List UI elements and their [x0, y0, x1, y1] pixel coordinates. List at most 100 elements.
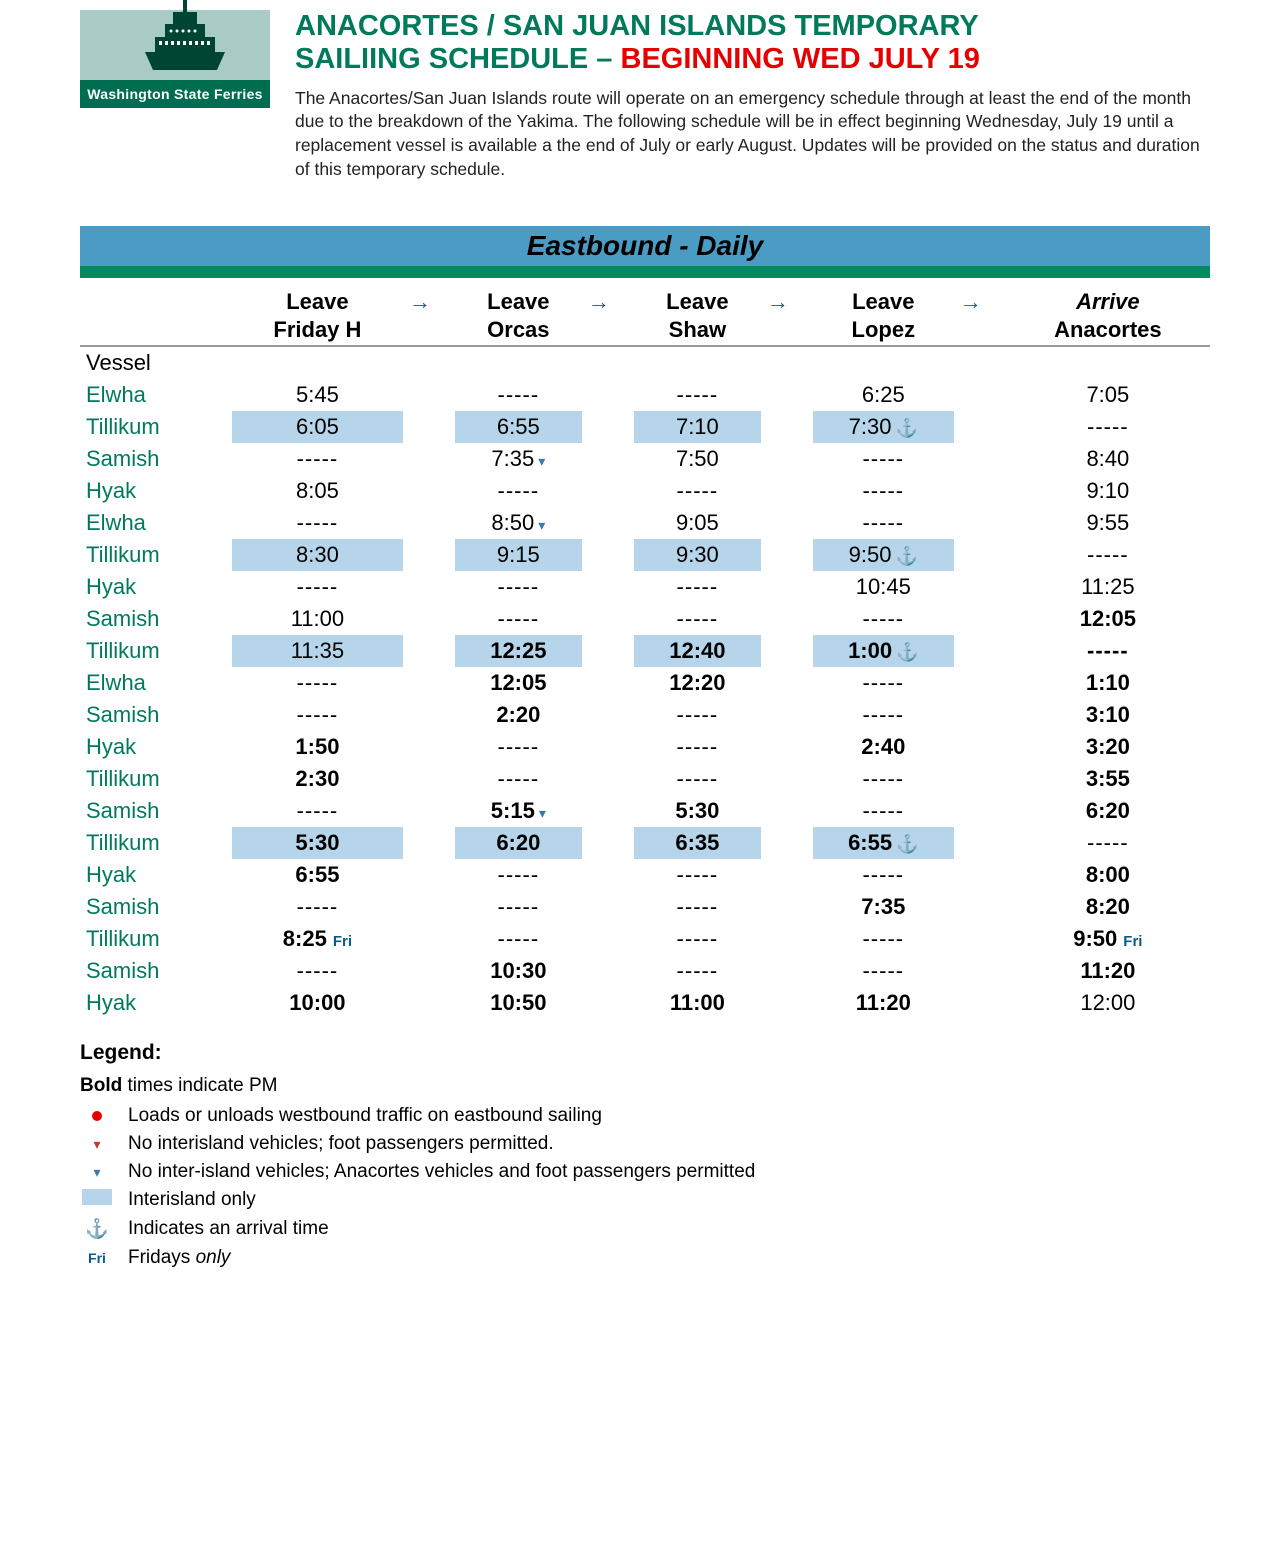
- vessel-name: Samish: [80, 955, 232, 987]
- schedule-row: Samish-----2:20----------3:10: [80, 699, 1210, 731]
- legend-symbol: [80, 1189, 114, 1211]
- vessel-name: Samish: [80, 891, 232, 923]
- empty-cell: -----: [634, 603, 761, 635]
- time-cell: 3:55: [1006, 763, 1210, 795]
- vessel-name: Tillikum: [80, 763, 232, 795]
- schedule-row: Hyak10:0010:5011:0011:2012:00: [80, 987, 1210, 1019]
- time-cell: 6:20: [455, 827, 582, 859]
- time-cell: 5:45: [232, 379, 403, 411]
- legend-symbol: [80, 1105, 114, 1127]
- schedule-row: Samish---------------7:358:20: [80, 891, 1210, 923]
- schedule-row: Tillikum8:25Fri---------------9:50Fri: [80, 923, 1210, 955]
- vessel-name: Samish: [80, 443, 232, 475]
- empty-cell: -----: [813, 923, 954, 955]
- vessel-name: Samish: [80, 795, 232, 827]
- empty-cell: -----: [813, 475, 954, 507]
- legend-title: Legend:: [80, 1041, 1210, 1065]
- time-cell: 7:05: [1006, 379, 1210, 411]
- empty-cell: -----: [634, 891, 761, 923]
- time-cell: 8:05: [232, 475, 403, 507]
- friday-tag: Fri: [1117, 933, 1142, 950]
- vessel-name: Tillikum: [80, 827, 232, 859]
- vessel-name: Samish: [80, 699, 232, 731]
- empty-cell: -----: [813, 763, 954, 795]
- time-cell: 8:30: [232, 539, 403, 571]
- arrow-icon: →: [954, 286, 1006, 346]
- schedule-row: Hyak---------------10:4511:25: [80, 571, 1210, 603]
- title-line-2b: BEGINNING WED JULY 19: [621, 43, 980, 75]
- empty-cell: -----: [232, 507, 403, 539]
- time-cell: 9:15: [455, 539, 582, 571]
- title-line-1: ANACORTES / SAN JUAN ISLANDS TEMPORARY: [295, 10, 979, 42]
- vessel-name: Hyak: [80, 475, 232, 507]
- empty-cell: -----: [813, 603, 954, 635]
- schedule-row: Tillikum8:309:159:309:50⚓-----: [80, 539, 1210, 571]
- schedule-table: LeaveFriday H→LeaveOrcas→LeaveShaw→Leave…: [80, 286, 1210, 1019]
- empty-cell: -----: [232, 667, 403, 699]
- legend: Legend: Bold times indicate PM Loads or …: [80, 1041, 1210, 1269]
- empty-cell: -----: [813, 859, 954, 891]
- empty-cell: -----: [455, 923, 582, 955]
- time-cell: 3:20: [1006, 731, 1210, 763]
- legend-text: No inter-island vehicles; Anacortes vehi…: [128, 1161, 755, 1183]
- time-cell: 5:30: [634, 795, 761, 827]
- empty-cell: -----: [813, 795, 954, 827]
- time-cell: 6:35: [634, 827, 761, 859]
- time-cell: 1:00⚓: [813, 635, 954, 667]
- time-cell: 2:20: [455, 699, 582, 731]
- empty-cell: -----: [455, 475, 582, 507]
- schedule-row: Samish-----7:35▾7:50-----8:40: [80, 443, 1210, 475]
- time-cell: 7:30⚓: [813, 411, 954, 443]
- time-cell: 9:50Fri: [1006, 923, 1210, 955]
- empty-cell: -----: [455, 891, 582, 923]
- empty-cell: -----: [1006, 539, 1210, 571]
- empty-cell: -----: [634, 763, 761, 795]
- time-cell: 12:05: [1006, 603, 1210, 635]
- time-cell: 9:10: [1006, 475, 1210, 507]
- table-header: LeaveFriday H→LeaveOrcas→LeaveShaw→Leave…: [80, 286, 1210, 346]
- vessel-column-label: Vessel: [80, 346, 232, 379]
- vessel-name: Hyak: [80, 859, 232, 891]
- empty-cell: -----: [634, 699, 761, 731]
- intro-paragraph: The Anacortes/San Juan Islands route wil…: [295, 87, 1210, 182]
- vessel-name: Tillikum: [80, 539, 232, 571]
- time-cell: 11:20: [1006, 955, 1210, 987]
- legend-row: Interisland only: [80, 1189, 1210, 1211]
- schedule-row: Hyak6:55---------------8:00: [80, 859, 1210, 891]
- schedule-row: Tillikum2:30---------------3:55: [80, 763, 1210, 795]
- time-cell: 12:40: [634, 635, 761, 667]
- anchor-icon: ⚓: [892, 642, 918, 662]
- arrow-icon: →: [761, 286, 813, 346]
- empty-cell: -----: [813, 955, 954, 987]
- time-cell: 7:35: [813, 891, 954, 923]
- time-cell: 5:30: [232, 827, 403, 859]
- time-cell: 10:50: [455, 987, 582, 1019]
- time-cell: 9:50⚓: [813, 539, 954, 571]
- caret-icon: ▾: [535, 805, 546, 821]
- empty-cell: -----: [634, 955, 761, 987]
- arrow-icon: →: [403, 286, 455, 346]
- time-cell: 9:05: [634, 507, 761, 539]
- empty-cell: -----: [455, 859, 582, 891]
- time-cell: 10:30: [455, 955, 582, 987]
- vessel-name: Hyak: [80, 731, 232, 763]
- legend-row: ▾No interisland vehicles; foot passenger…: [80, 1133, 1210, 1155]
- schedule-row: Samish-----10:30----------11:20: [80, 955, 1210, 987]
- schedule-row: Hyak8:05---------------9:10: [80, 475, 1210, 507]
- caret-icon: ▾: [534, 453, 545, 469]
- time-cell: 6:05: [232, 411, 403, 443]
- time-cell: 8:25Fri: [232, 923, 403, 955]
- vessel-name: Tillikum: [80, 923, 232, 955]
- schedule-row: Elwha-----8:50▾9:05-----9:55: [80, 507, 1210, 539]
- empty-cell: -----: [813, 699, 954, 731]
- empty-cell: -----: [813, 507, 954, 539]
- ferry-icon: [135, 0, 235, 77]
- empty-cell: -----: [1006, 411, 1210, 443]
- schedule-row: Tillikum11:3512:2512:401:00⚓-----: [80, 635, 1210, 667]
- time-cell: 6:25: [813, 379, 954, 411]
- time-cell: 5:15▾: [455, 795, 582, 827]
- empty-cell: -----: [232, 443, 403, 475]
- vessel-name: Samish: [80, 603, 232, 635]
- anchor-icon: ⚓: [892, 546, 918, 566]
- time-cell: 3:10: [1006, 699, 1210, 731]
